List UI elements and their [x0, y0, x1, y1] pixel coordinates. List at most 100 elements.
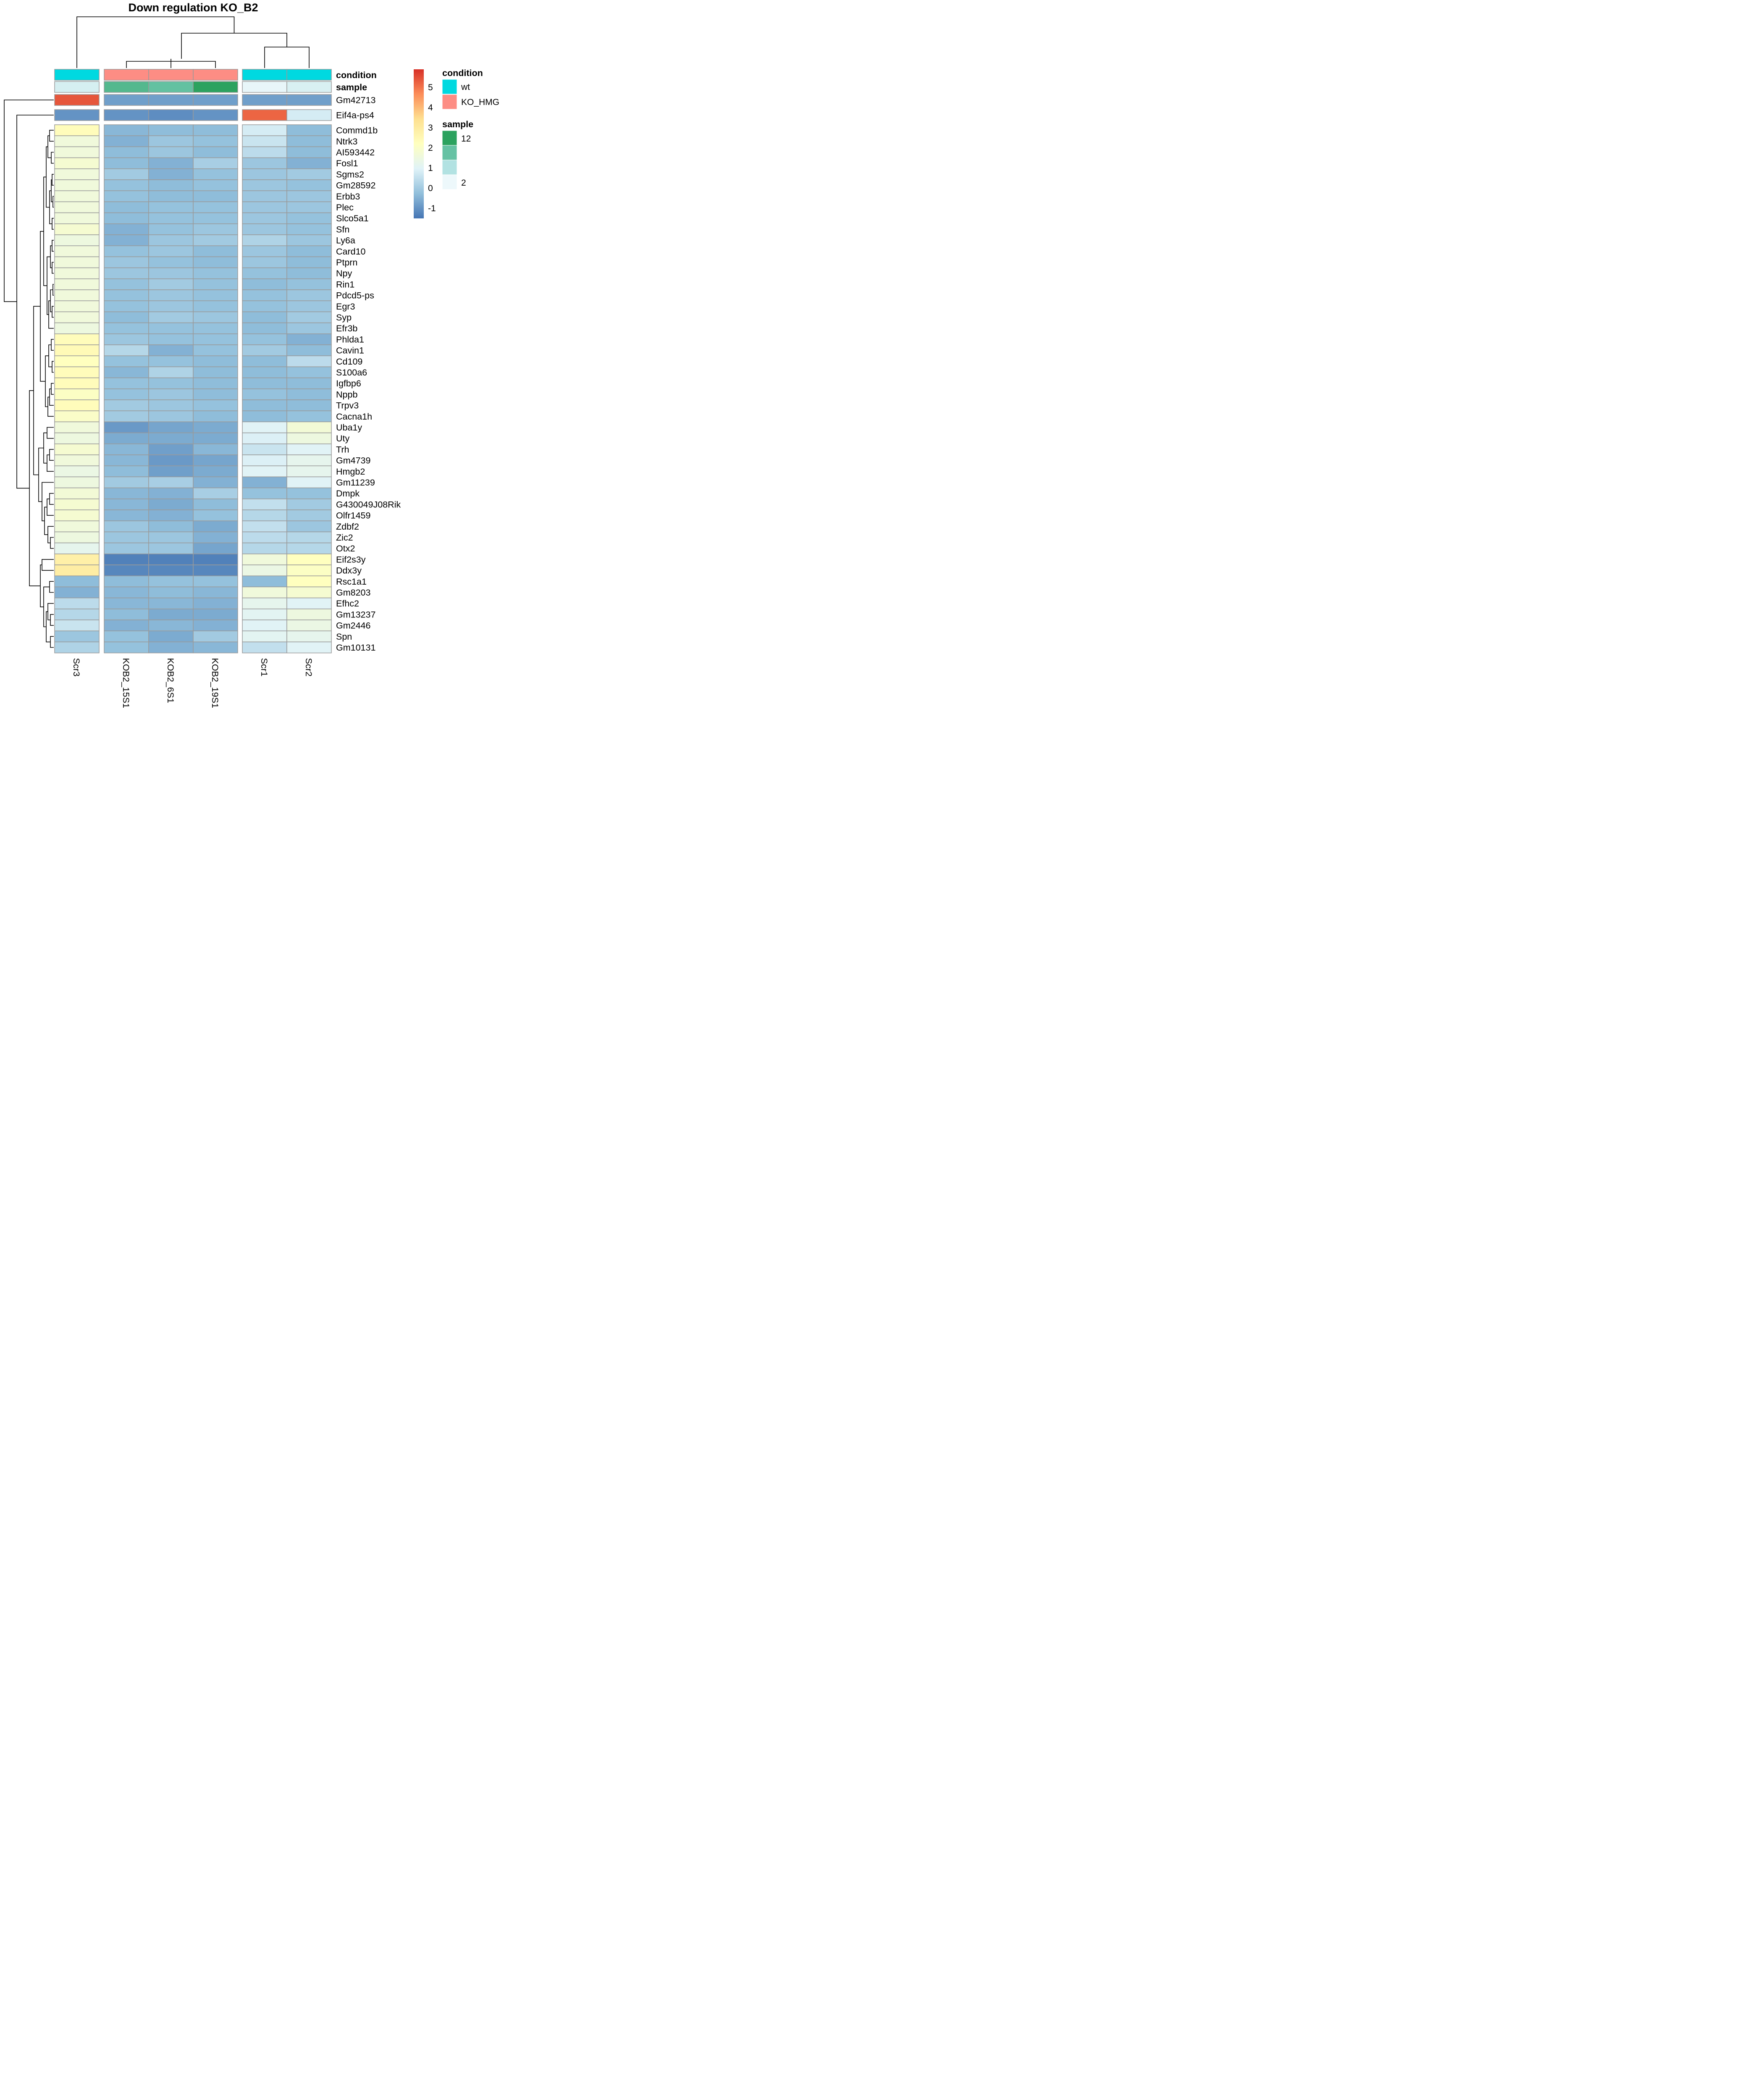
- heatmap-cell: [54, 564, 100, 576]
- heatmap-cell: [54, 179, 100, 191]
- heatmap-cell: [286, 531, 332, 543]
- heatmap-cell: [104, 344, 149, 356]
- heatmap-cell: [193, 256, 238, 268]
- heatmap-cell: [242, 575, 287, 588]
- heatmap-cell: [54, 267, 100, 279]
- sample-annotation-cell: [286, 81, 332, 93]
- column-label: KOB2_6S1: [165, 658, 176, 704]
- heatmap-cell: [242, 146, 287, 158]
- heatmap-cell: [242, 311, 287, 323]
- heatmap-cell: [148, 444, 194, 455]
- heatmap-cell: [54, 377, 100, 389]
- heatmap-cell: [104, 465, 149, 478]
- dendro-branch: [52, 196, 54, 208]
- row-label: Gm13237: [336, 609, 375, 620]
- heatmap-cell: [104, 509, 149, 521]
- heatmap-cell: [104, 223, 149, 235]
- row-label: Fosl1: [336, 158, 358, 168]
- row-label: Pdcd5-ps: [336, 291, 374, 301]
- heatmap-cell: [54, 586, 100, 598]
- column-label: KOB2_19S1: [210, 658, 220, 709]
- heatmap-cell: [286, 245, 332, 257]
- row-label: Ntrk3: [336, 136, 357, 147]
- heatmap-cell: [193, 542, 238, 554]
- heatmap-cell: [193, 245, 238, 257]
- heatmap-cell: [148, 454, 194, 466]
- heatmap-cell: [104, 333, 149, 345]
- row-label: Gm4739: [336, 456, 370, 466]
- heatmap-cell: [242, 157, 287, 169]
- dendro-branch: [47, 396, 54, 417]
- heatmap-cell: [193, 410, 238, 423]
- heatmap-cell: [193, 355, 238, 368]
- heatmap-cell: [104, 300, 149, 312]
- heatmap-cell: [193, 641, 238, 654]
- row-label: Gm28592: [336, 181, 375, 191]
- row-label: Efr3b: [336, 323, 357, 333]
- heatmap-cell: [242, 223, 287, 235]
- heatmap-cell: [242, 586, 287, 598]
- heatmap-cell: [286, 399, 332, 411]
- heatmap-cell: [193, 586, 238, 598]
- heatmap-cell: [54, 465, 100, 478]
- heatmap-cell: [193, 421, 238, 433]
- heatmap-cell: [286, 201, 332, 213]
- dendro-branch: [40, 564, 44, 607]
- heatmap-cell: [193, 620, 238, 631]
- heatmap-cell: [54, 289, 100, 301]
- heatmap-cell: [193, 487, 238, 499]
- row-label: S100a6: [336, 368, 367, 378]
- heatmap-cell: [54, 109, 100, 121]
- heatmap-cell: [193, 520, 238, 533]
- heatmap-cell: [286, 575, 332, 588]
- heatmap-cell: [286, 432, 332, 444]
- heatmap-cell: [242, 377, 287, 389]
- heatmap-cell: [193, 399, 238, 411]
- heatmap-cell: [148, 520, 194, 533]
- heatmap-cell: [148, 311, 194, 323]
- heatmap-cell: [148, 278, 194, 290]
- heatmap-cell: [148, 355, 194, 368]
- row-label: Egr3: [336, 302, 355, 312]
- condition-annotation-cell: [242, 69, 287, 81]
- heatmap-cell: [242, 399, 287, 411]
- condition-annotation-cell: [104, 69, 149, 81]
- heatmap-cell: [54, 124, 100, 136]
- heatmap-cell: [148, 630, 194, 643]
- sample-annotation-cell: [193, 81, 238, 93]
- heatmap-cell: [242, 499, 287, 510]
- heatmap-cell: [242, 531, 287, 543]
- heatmap-cell: [54, 499, 100, 510]
- heatmap-cell: [242, 641, 287, 654]
- heatmap-cell: [148, 388, 194, 400]
- heatmap-cell: [104, 168, 149, 180]
- heatmap-cell: [242, 245, 287, 257]
- heatmap-cell: [104, 322, 149, 334]
- heatmap-cell: [104, 289, 149, 301]
- row-label: Zdbf2: [336, 522, 359, 532]
- dendro-branch: [181, 33, 287, 59]
- dendro-branch: [49, 388, 54, 406]
- heatmap-cell: [193, 575, 238, 588]
- row-label: Gm11239: [336, 478, 375, 488]
- heatmap-cell: [54, 641, 100, 654]
- heatmap-cell: [104, 542, 149, 554]
- heatmap-cell: [148, 245, 194, 257]
- heatmap-cell: [193, 322, 238, 334]
- heatmap-cell: [286, 322, 332, 334]
- heatmap-cell: [193, 630, 238, 643]
- heatmap-cell: [148, 234, 194, 246]
- heatmap-cell: [104, 94, 149, 106]
- row-label: Ptprn: [336, 257, 357, 268]
- heatmap-cell: [148, 620, 194, 631]
- heatmap-cell: [193, 311, 238, 323]
- heatmap-cell: [286, 476, 332, 488]
- heatmap-cell: [104, 454, 149, 466]
- heatmap-cell: [193, 554, 238, 565]
- heatmap-cell: [104, 146, 149, 158]
- row-label: Plec: [336, 202, 354, 213]
- column-label: Scr2: [304, 658, 314, 677]
- heatmap-cell: [286, 109, 332, 121]
- heatmap-cell: [286, 520, 332, 533]
- dendro-branch: [52, 240, 54, 252]
